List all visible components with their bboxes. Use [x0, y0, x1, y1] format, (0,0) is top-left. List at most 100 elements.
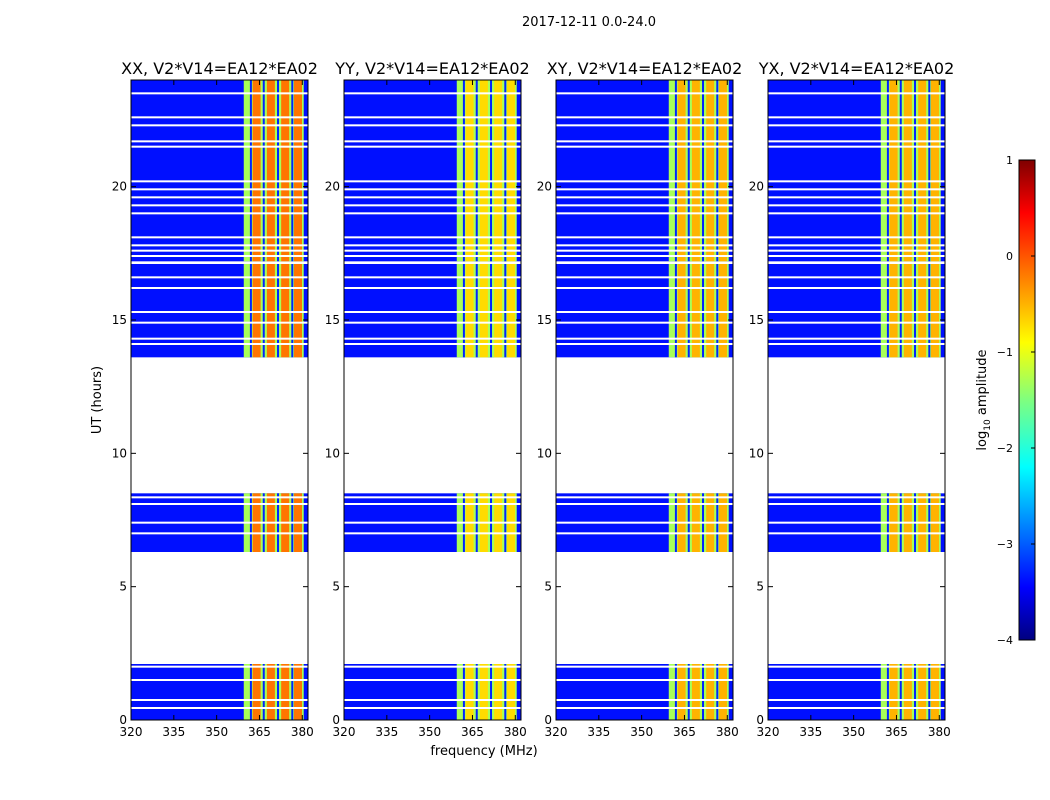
figure-suptitle: 2017-12-11 0.0-24.0	[522, 15, 656, 30]
flagged-row	[344, 699, 521, 701]
channel-stripe	[281, 264, 290, 358]
y-tick-label: 15	[749, 313, 764, 327]
channel-stripe	[479, 664, 488, 720]
flagged-row	[344, 92, 521, 95]
flagged-row	[344, 140, 521, 143]
flagged-row	[556, 496, 733, 499]
y-tick-label: 5	[544, 580, 552, 594]
channel-gap	[674, 264, 677, 358]
channel-stripe	[719, 264, 728, 358]
flagged-row	[556, 532, 733, 535]
channel-stripe	[691, 664, 700, 720]
channel-stripe	[706, 80, 715, 262]
channel-stripe	[903, 264, 912, 358]
channel-stripe	[266, 264, 275, 358]
colorbar-gradient	[1018, 159, 1036, 641]
flagged-row	[344, 204, 521, 207]
flagged-row	[344, 255, 521, 257]
flagged-row	[768, 665, 945, 668]
flagged-row	[344, 665, 521, 668]
flagged-row	[768, 180, 945, 183]
x-tick-label: 335	[162, 725, 185, 739]
channel-gap	[504, 664, 507, 720]
channel-gap	[674, 664, 677, 720]
plot-frame	[767, 79, 946, 721]
channel-gap	[504, 264, 507, 358]
flagged-row	[768, 343, 945, 345]
channel-gap	[490, 80, 493, 262]
channel-gap	[249, 80, 252, 262]
y-tick-label: 20	[325, 180, 340, 194]
channel-gap	[899, 664, 902, 720]
channel-stripe	[494, 80, 503, 262]
flagged-row	[131, 503, 308, 505]
flagged-row	[556, 276, 733, 279]
x-tick-label: 320	[757, 725, 780, 739]
channel-gap	[716, 80, 719, 262]
colorbar-tick-label: −4	[997, 634, 1013, 647]
colorbar-label: log10 amplitude	[975, 349, 993, 450]
flagged-row	[768, 699, 945, 701]
channel-gap	[475, 80, 478, 262]
x-tick-label: 365	[885, 725, 908, 739]
flagged-row	[768, 532, 945, 535]
channel-stripe	[889, 664, 898, 720]
y-tick-label: 0	[119, 713, 127, 727]
x-tick-label: 350	[418, 725, 441, 739]
channel-stripe	[494, 264, 503, 358]
x-tick-label: 380	[928, 725, 951, 739]
y-tick-label: 20	[112, 180, 127, 194]
flagged-row	[131, 145, 308, 148]
flagged-row	[556, 244, 733, 247]
channel-gap	[291, 664, 294, 720]
channel-stripe	[294, 80, 303, 262]
channel-gap	[249, 664, 252, 720]
colorbar: −4 −3 −2 −1 0 1 log10 amplitude	[975, 154, 1036, 647]
flagged-row	[556, 124, 733, 127]
channel-gap	[504, 80, 507, 262]
channel-gap	[899, 80, 902, 262]
heatmap	[556, 80, 733, 720]
x-tick-label: 335	[587, 725, 610, 739]
flagged-row	[344, 679, 521, 681]
flagged-row	[131, 124, 308, 127]
channel-gap	[928, 264, 931, 358]
flagged-row	[768, 496, 945, 499]
heatmap	[344, 80, 521, 720]
channel-gap	[277, 80, 280, 262]
channel-stripe	[507, 264, 516, 358]
flagged-row	[131, 140, 308, 143]
channel-stripe	[266, 664, 275, 720]
channel-stripe	[294, 264, 303, 358]
flagged-row	[344, 521, 521, 524]
x-tick-label: 320	[333, 725, 356, 739]
channel-gap	[687, 664, 690, 720]
channel-gap	[914, 664, 917, 720]
channel-gap	[886, 664, 889, 720]
flagged-row	[556, 311, 733, 313]
channel-stripe	[677, 664, 686, 720]
x-tick-label: 320	[120, 725, 143, 739]
channel-stripe	[903, 80, 912, 262]
y-tick-label: 10	[112, 446, 127, 460]
y-tick-label: 10	[325, 446, 340, 460]
flagged-row	[768, 337, 945, 340]
flagged-row	[131, 204, 308, 207]
flagged-row	[768, 188, 945, 191]
flagged-row	[344, 188, 521, 191]
flagged-row	[768, 249, 945, 252]
flagged-row	[556, 188, 733, 191]
flagged-row	[556, 679, 733, 681]
flagged-row	[131, 496, 308, 499]
flagged-row	[556, 180, 733, 183]
flagged-row	[344, 124, 521, 127]
flagged-row	[768, 116, 945, 119]
channel-stripe	[507, 664, 516, 720]
channel-stripe	[918, 664, 927, 720]
flagged-row	[344, 196, 521, 199]
channel-gap	[291, 264, 294, 358]
flagged-row	[131, 196, 308, 199]
channel-gap	[687, 80, 690, 262]
x-tick-label: 335	[375, 725, 398, 739]
